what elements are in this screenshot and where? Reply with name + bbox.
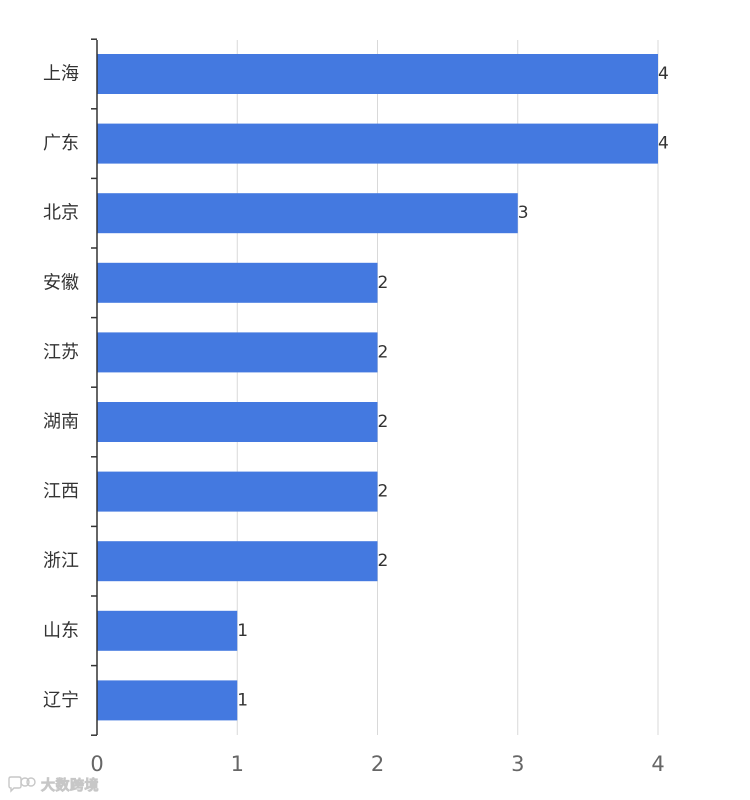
watermark-text: 大数跨境 — [41, 778, 99, 795]
bar — [97, 262, 378, 303]
bars — [97, 54, 658, 721]
category-label: 广东 — [43, 133, 79, 154]
x-tick-label: 2 — [371, 752, 384, 776]
x-tick-label: 1 — [231, 752, 244, 776]
bar — [97, 332, 378, 373]
watermark: 大数跨境 — [6, 774, 99, 796]
y-axis — [91, 38, 98, 736]
category-label: 上海 — [43, 64, 79, 85]
data-label: 1 — [237, 621, 248, 641]
bar — [97, 54, 658, 94]
category-label: 辽宁 — [43, 690, 79, 711]
bar — [97, 680, 238, 721]
data-label: 2 — [378, 551, 389, 571]
data-label: 3 — [518, 203, 529, 223]
data-label: 2 — [378, 412, 389, 432]
bar — [97, 610, 238, 651]
data-label: 4 — [658, 64, 669, 84]
data-label: 2 — [378, 273, 389, 293]
bar — [97, 541, 378, 582]
bar — [97, 123, 658, 164]
bar — [97, 402, 378, 442]
category-label: 浙江 — [43, 551, 79, 572]
category-label: 安徽 — [43, 272, 79, 293]
data-label: 1 — [237, 690, 248, 710]
x-tick-label: 0 — [90, 752, 103, 776]
bar — [97, 471, 378, 512]
chat-bubble-logo-icon — [8, 776, 36, 793]
category-label: 山东 — [43, 620, 79, 641]
category-label: 江西 — [43, 481, 79, 502]
category-label: 北京 — [43, 203, 79, 224]
x-tick-label: 4 — [651, 752, 664, 776]
x-tick-labels: 0 1 2 3 4 — [90, 752, 664, 776]
data-label: 2 — [378, 482, 389, 502]
category-label: 湖南 — [43, 412, 79, 433]
value-labels: 4 4 3 2 2 2 2 2 1 1 — [237, 64, 669, 710]
data-label: 2 — [378, 342, 389, 362]
category-label: 江苏 — [43, 342, 79, 363]
x-tick-label: 3 — [511, 752, 524, 776]
bar — [97, 193, 518, 234]
data-label: 4 — [658, 134, 669, 154]
